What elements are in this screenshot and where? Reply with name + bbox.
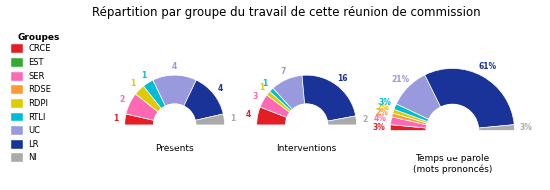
Text: 4: 4 — [172, 62, 177, 71]
Wedge shape — [394, 104, 429, 122]
Text: CRCE: CRCE — [29, 44, 51, 53]
Text: 2%: 2% — [376, 103, 389, 112]
Bar — [11, 44, 23, 53]
Bar — [11, 58, 23, 67]
Wedge shape — [126, 94, 158, 120]
Bar — [11, 154, 23, 162]
Wedge shape — [153, 75, 196, 106]
Text: 2%: 2% — [375, 108, 388, 117]
Bar — [11, 99, 23, 108]
Text: Interventions: Interventions — [277, 144, 337, 153]
Wedge shape — [390, 125, 426, 131]
Wedge shape — [390, 117, 427, 128]
Wedge shape — [273, 75, 305, 110]
Text: Présents: Présents — [155, 144, 194, 153]
Circle shape — [426, 105, 478, 157]
Wedge shape — [125, 114, 154, 125]
Wedge shape — [397, 75, 441, 119]
Bar — [104, 125, 245, 190]
Wedge shape — [392, 113, 427, 125]
Bar — [236, 125, 377, 190]
Text: 1: 1 — [113, 114, 119, 123]
Wedge shape — [260, 95, 290, 117]
Text: 16: 16 — [337, 74, 348, 83]
Text: 4: 4 — [246, 110, 251, 119]
Text: NI: NI — [29, 153, 37, 162]
Wedge shape — [136, 86, 162, 112]
Text: RDSE: RDSE — [29, 85, 52, 94]
Text: Groupes: Groupes — [17, 32, 59, 42]
Text: LR: LR — [29, 140, 39, 149]
Wedge shape — [257, 107, 287, 125]
Text: 3%: 3% — [373, 123, 386, 131]
Text: Temps de parole
(mots prononcés): Temps de parole (mots prononcés) — [412, 154, 492, 174]
Wedge shape — [327, 116, 356, 125]
Text: 1: 1 — [141, 71, 146, 80]
Text: 21%: 21% — [391, 75, 409, 84]
Wedge shape — [478, 125, 514, 131]
Wedge shape — [144, 80, 166, 109]
Wedge shape — [302, 75, 356, 121]
Wedge shape — [195, 114, 224, 125]
Wedge shape — [184, 80, 223, 120]
Circle shape — [285, 104, 328, 146]
Text: 4: 4 — [218, 84, 223, 93]
Text: 61%: 61% — [479, 62, 497, 71]
Text: 4%: 4% — [373, 114, 387, 124]
Bar — [11, 72, 23, 81]
Bar — [11, 126, 23, 135]
Text: 3%: 3% — [519, 123, 532, 131]
Text: 7: 7 — [280, 67, 285, 76]
Wedge shape — [270, 88, 293, 111]
Text: 2: 2 — [362, 115, 368, 124]
Bar — [11, 140, 23, 149]
Text: 3: 3 — [252, 92, 258, 101]
Circle shape — [153, 104, 196, 146]
Text: SER: SER — [29, 72, 45, 81]
Text: 1: 1 — [258, 83, 264, 92]
Text: 3%: 3% — [378, 98, 391, 107]
Wedge shape — [425, 68, 514, 128]
Wedge shape — [393, 109, 428, 123]
Text: EST: EST — [29, 58, 44, 67]
Text: 1: 1 — [262, 79, 268, 88]
Wedge shape — [267, 91, 291, 112]
Text: 1: 1 — [230, 114, 236, 123]
Bar — [11, 85, 23, 94]
Text: 1: 1 — [130, 79, 136, 88]
Bar — [365, 131, 540, 190]
Text: UC: UC — [29, 126, 41, 135]
FancyBboxPatch shape — [1, 19, 107, 182]
Text: RDPI: RDPI — [29, 99, 48, 108]
Text: RTLI: RTLI — [29, 112, 46, 121]
Text: 2: 2 — [119, 95, 124, 104]
Text: Répartition par groupe du travail de cette réunion de commission: Répartition par groupe du travail de cet… — [92, 6, 480, 19]
Bar — [11, 112, 23, 121]
